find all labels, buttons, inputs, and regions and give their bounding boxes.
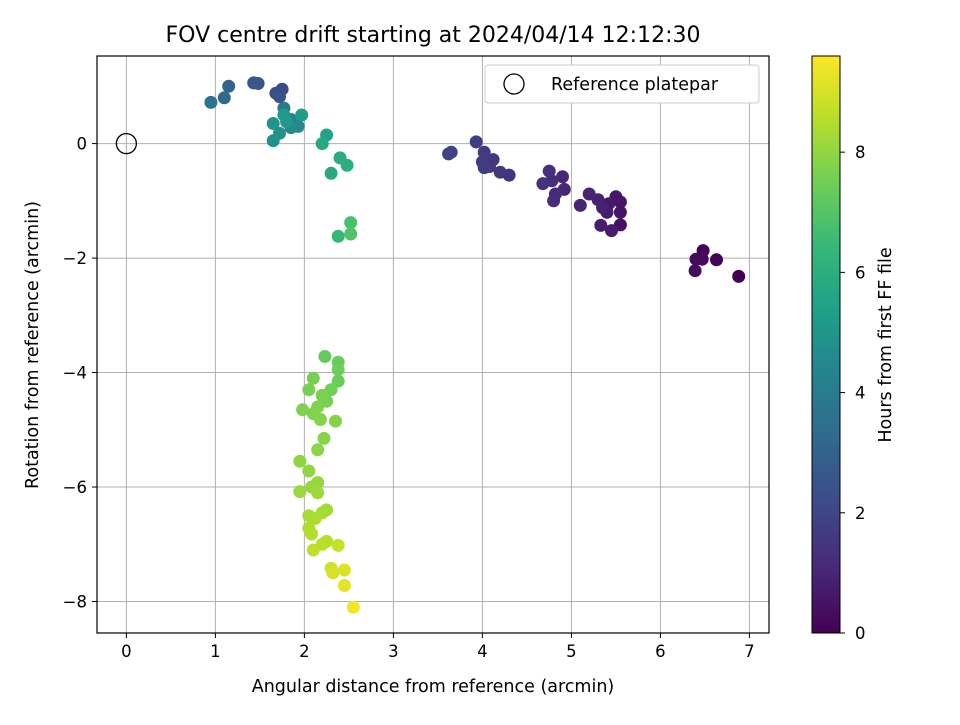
x-ticks: 0 1 2 3 4 5 6 7 bbox=[121, 633, 755, 661]
y-tick-label: −2 bbox=[63, 249, 87, 268]
data-point bbox=[204, 95, 218, 109]
data-point bbox=[311, 443, 325, 457]
data-point bbox=[613, 205, 627, 219]
x-tick-label: 6 bbox=[655, 642, 666, 661]
data-point bbox=[302, 464, 316, 478]
legend: Reference platepar bbox=[484, 64, 760, 104]
y-tick-label: −4 bbox=[63, 364, 87, 383]
data-point bbox=[306, 371, 320, 385]
data-point bbox=[573, 198, 587, 212]
data-point bbox=[296, 403, 310, 417]
data-point bbox=[344, 216, 358, 230]
data-point bbox=[331, 538, 345, 552]
legend-label-reference: Reference platepar bbox=[551, 75, 719, 95]
data-point bbox=[302, 383, 316, 397]
data-point bbox=[266, 117, 280, 130]
scatter-points bbox=[204, 76, 746, 614]
colorbar-tick-label: 6 bbox=[855, 263, 866, 282]
data-point bbox=[689, 252, 703, 266]
colorbar bbox=[811, 55, 841, 634]
x-tick-label: 0 bbox=[121, 642, 132, 661]
data-point bbox=[547, 194, 561, 208]
legend-box bbox=[484, 64, 760, 104]
data-point bbox=[477, 145, 491, 159]
data-point bbox=[344, 227, 358, 241]
x-axis-label: Angular distance from reference (arcmin) bbox=[252, 677, 615, 697]
x-tick-label: 1 bbox=[210, 642, 221, 661]
x-tick-label: 2 bbox=[299, 642, 310, 661]
data-point bbox=[346, 600, 360, 614]
data-point bbox=[217, 91, 231, 105]
plot-frame bbox=[96, 55, 770, 634]
data-point bbox=[324, 166, 338, 180]
data-point bbox=[605, 224, 618, 238]
data-point bbox=[277, 108, 291, 122]
x-tick-label: 4 bbox=[477, 642, 488, 661]
data-point bbox=[308, 512, 322, 525]
x-tick-label: 7 bbox=[744, 642, 755, 661]
chart-title: FOV centre drift starting at 2024/04/14 … bbox=[166, 23, 701, 48]
data-point bbox=[293, 454, 307, 468]
data-point bbox=[306, 543, 320, 557]
y-tick-label: 0 bbox=[77, 135, 88, 154]
data-point bbox=[266, 134, 280, 148]
data-point bbox=[293, 485, 307, 499]
x-tick-label: 5 bbox=[566, 642, 577, 661]
data-point bbox=[337, 579, 351, 592]
colorbar-tick-label: 2 bbox=[855, 504, 866, 523]
x-tick-label: 3 bbox=[388, 642, 399, 661]
data-point bbox=[326, 566, 340, 580]
colorbar-tick-label: 8 bbox=[855, 143, 866, 162]
colorbar-tick-label: 4 bbox=[855, 384, 866, 403]
data-point bbox=[318, 350, 332, 363]
data-point bbox=[442, 147, 456, 161]
colorbar-tick-label: 0 bbox=[855, 624, 866, 643]
data-point bbox=[305, 527, 318, 541]
colorbar-label: Hours from first FF file bbox=[876, 247, 896, 442]
data-point bbox=[329, 414, 342, 428]
data-point bbox=[732, 269, 746, 283]
colorbar-ticks: 0 2 4 6 8 bbox=[840, 143, 866, 643]
data-point bbox=[469, 135, 483, 149]
data-point bbox=[317, 431, 331, 445]
data-point bbox=[582, 187, 596, 201]
grid bbox=[97, 56, 769, 633]
data-point bbox=[331, 229, 345, 243]
data-point bbox=[247, 76, 261, 90]
data-point bbox=[594, 218, 608, 232]
data-point bbox=[331, 363, 345, 377]
data-point bbox=[295, 108, 309, 122]
data-point bbox=[331, 374, 345, 388]
y-tick-label: −6 bbox=[63, 478, 87, 497]
y-tick-label: −8 bbox=[63, 593, 87, 612]
data-point bbox=[477, 161, 491, 175]
reference-marker bbox=[115, 132, 138, 155]
legend-marker-reference bbox=[503, 73, 525, 95]
data-point bbox=[313, 413, 327, 426]
data-point bbox=[315, 137, 329, 151]
reference-platepar-point bbox=[115, 132, 138, 155]
data-point bbox=[710, 253, 723, 267]
data-point bbox=[337, 563, 351, 577]
data-point bbox=[340, 158, 354, 172]
data-point bbox=[311, 486, 325, 500]
data-point bbox=[536, 177, 550, 191]
data-point bbox=[222, 79, 236, 93]
data-point bbox=[688, 264, 702, 278]
data-point bbox=[556, 170, 569, 184]
data-point bbox=[542, 164, 556, 178]
data-point bbox=[273, 90, 286, 104]
data-point bbox=[493, 165, 507, 179]
y-axis-label: Rotation from reference (arcmin) bbox=[23, 201, 43, 489]
y-ticks: −8 −6 −4 −2 0 bbox=[63, 135, 97, 612]
data-point bbox=[315, 388, 329, 402]
